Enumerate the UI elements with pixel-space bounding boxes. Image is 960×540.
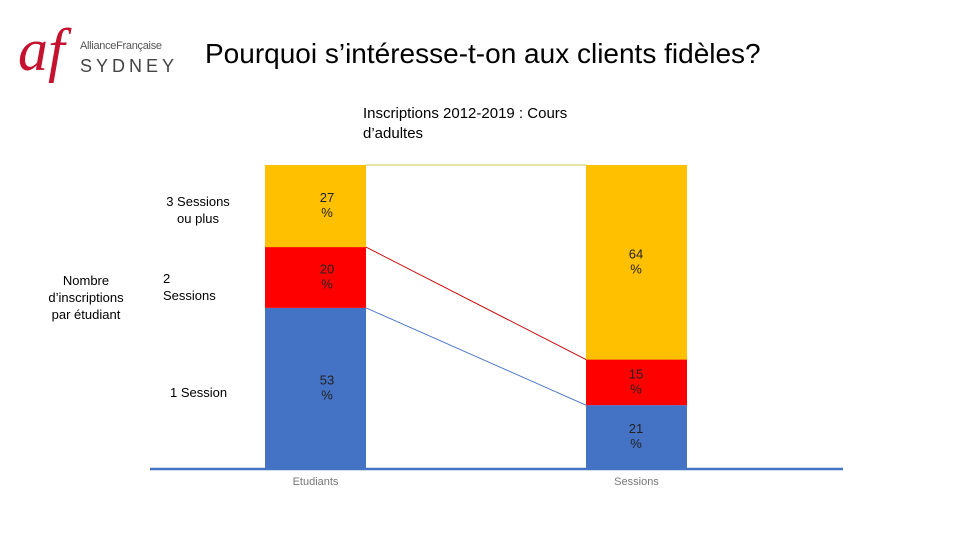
series-label-1-session: 1 Session: [170, 385, 228, 400]
bar-segment-etudiants-1: [265, 307, 366, 469]
logo-text-alliance: AllianceFrançaise: [80, 40, 162, 52]
bar-segment-sessions-2: [586, 359, 687, 406]
bar-segment-etudiants-3: [265, 165, 366, 248]
data-label-sessions-3: 64%: [629, 246, 643, 276]
x-tick-label-etudiants: Etudiants: [293, 476, 339, 488]
logo-text-sydney: SYDNEY: [80, 56, 179, 76]
data-label-sessions-1: 21%: [629, 421, 643, 451]
data-label-etudiants-1: 53%: [320, 372, 334, 402]
af-logo-mark: af: [18, 17, 65, 83]
bar-segment-etudiants-2: [265, 247, 366, 308]
y-axis-title: Nombre d’inscriptions par étudiant: [48, 273, 124, 322]
chart-title: Inscriptions 2012-2019 : Cours d’adultes: [363, 105, 568, 142]
data-label-etudiants-2: 20%: [320, 261, 334, 291]
connector-line-1-session: [365, 307, 587, 406]
data-label-etudiants-3: 27%: [320, 190, 334, 220]
data-label-sessions-2: 15%: [629, 366, 643, 396]
series-label-2-sessions: 2 Sessions: [163, 271, 216, 303]
slide-title: Pourquoi s’intéresse-t-on aux clients fi…: [205, 38, 761, 69]
series-label-3-sessions: 3 Sessions ou plus: [166, 194, 230, 226]
connector-line-2-sessions: [365, 246, 587, 360]
bar-segment-sessions-1: [586, 405, 687, 469]
x-tick-label-sessions: Sessions: [614, 476, 659, 488]
bar-segment-sessions-3: [586, 165, 687, 360]
alliance-francaise-logo: af AllianceFrançaise SYDNEY: [18, 12, 174, 94]
